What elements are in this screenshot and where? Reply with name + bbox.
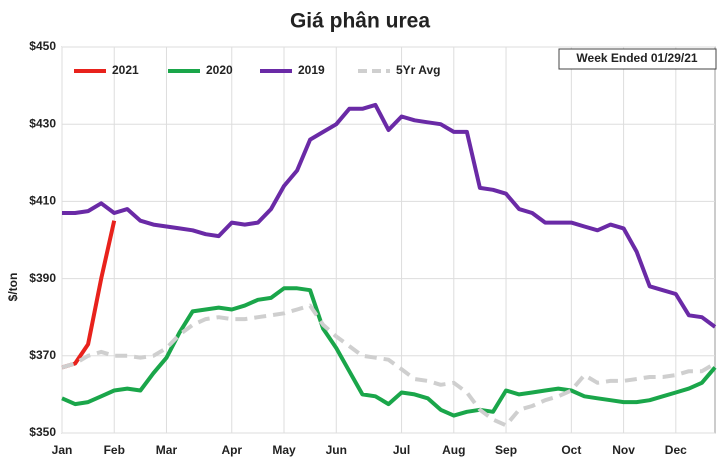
series-line (62, 102, 717, 329)
x-tick-label: Apr (221, 443, 242, 457)
x-tick-label: Aug (442, 443, 465, 457)
annotation-box (558, 48, 717, 70)
series-line (61, 286, 717, 418)
y-axis-label: $/ton (6, 273, 20, 302)
x-tick-label: May (272, 443, 296, 457)
series-line (61, 303, 717, 428)
y-tick-label: $410 (29, 194, 56, 208)
legend-label: 5Yr Avg (396, 63, 440, 77)
legend-label: 2021 (112, 63, 139, 77)
x-tick-label: Jun (326, 443, 347, 457)
legend-label: 2019 (298, 63, 325, 77)
plot-area (61, 46, 716, 434)
legend-label: 2020 (206, 63, 233, 77)
y-tick-label: $350 (29, 425, 56, 439)
y-tick-label: $430 (29, 116, 56, 130)
x-tick-label: Jul (393, 443, 410, 457)
y-tick-label: $370 (29, 348, 56, 362)
x-tick-label: Dec (665, 443, 687, 457)
x-tick-label: Sep (495, 443, 517, 457)
chart-title: Giá phân urea (290, 10, 430, 33)
series-line (61, 220, 117, 370)
x-tick-label: Mar (156, 443, 178, 457)
x-tick-label: Nov (612, 443, 635, 457)
x-tick-label: Feb (104, 443, 125, 457)
x-tick-label: Oct (561, 443, 581, 457)
annotation: Week Ended 01/29/21 (576, 51, 698, 65)
y-tick-label: $450 (29, 39, 56, 53)
x-tick-label: Jan (52, 443, 73, 457)
y-tick-label: $390 (29, 271, 56, 285)
